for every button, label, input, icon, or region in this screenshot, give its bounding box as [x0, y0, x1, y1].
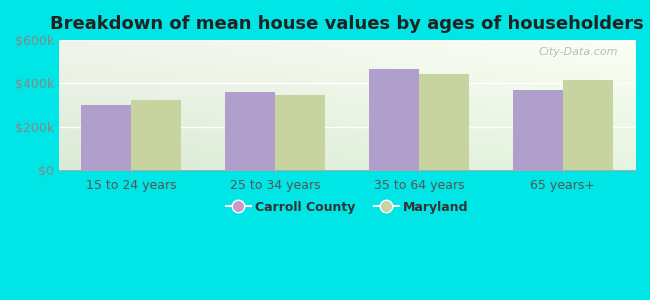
Legend: Carroll County, Maryland: Carroll County, Maryland [221, 196, 473, 219]
Bar [369, 69, 419, 170]
Bar [131, 100, 181, 170]
Title: Breakdown of mean house values by ages of householders: Breakdown of mean house values by ages o… [50, 15, 644, 33]
Bar [81, 105, 131, 170]
Bar [513, 90, 563, 170]
Bar [275, 95, 326, 170]
Bar [225, 92, 275, 170]
Text: City-Data.com: City-Data.com [538, 46, 617, 57]
Bar [419, 74, 469, 170]
Bar [563, 80, 614, 170]
